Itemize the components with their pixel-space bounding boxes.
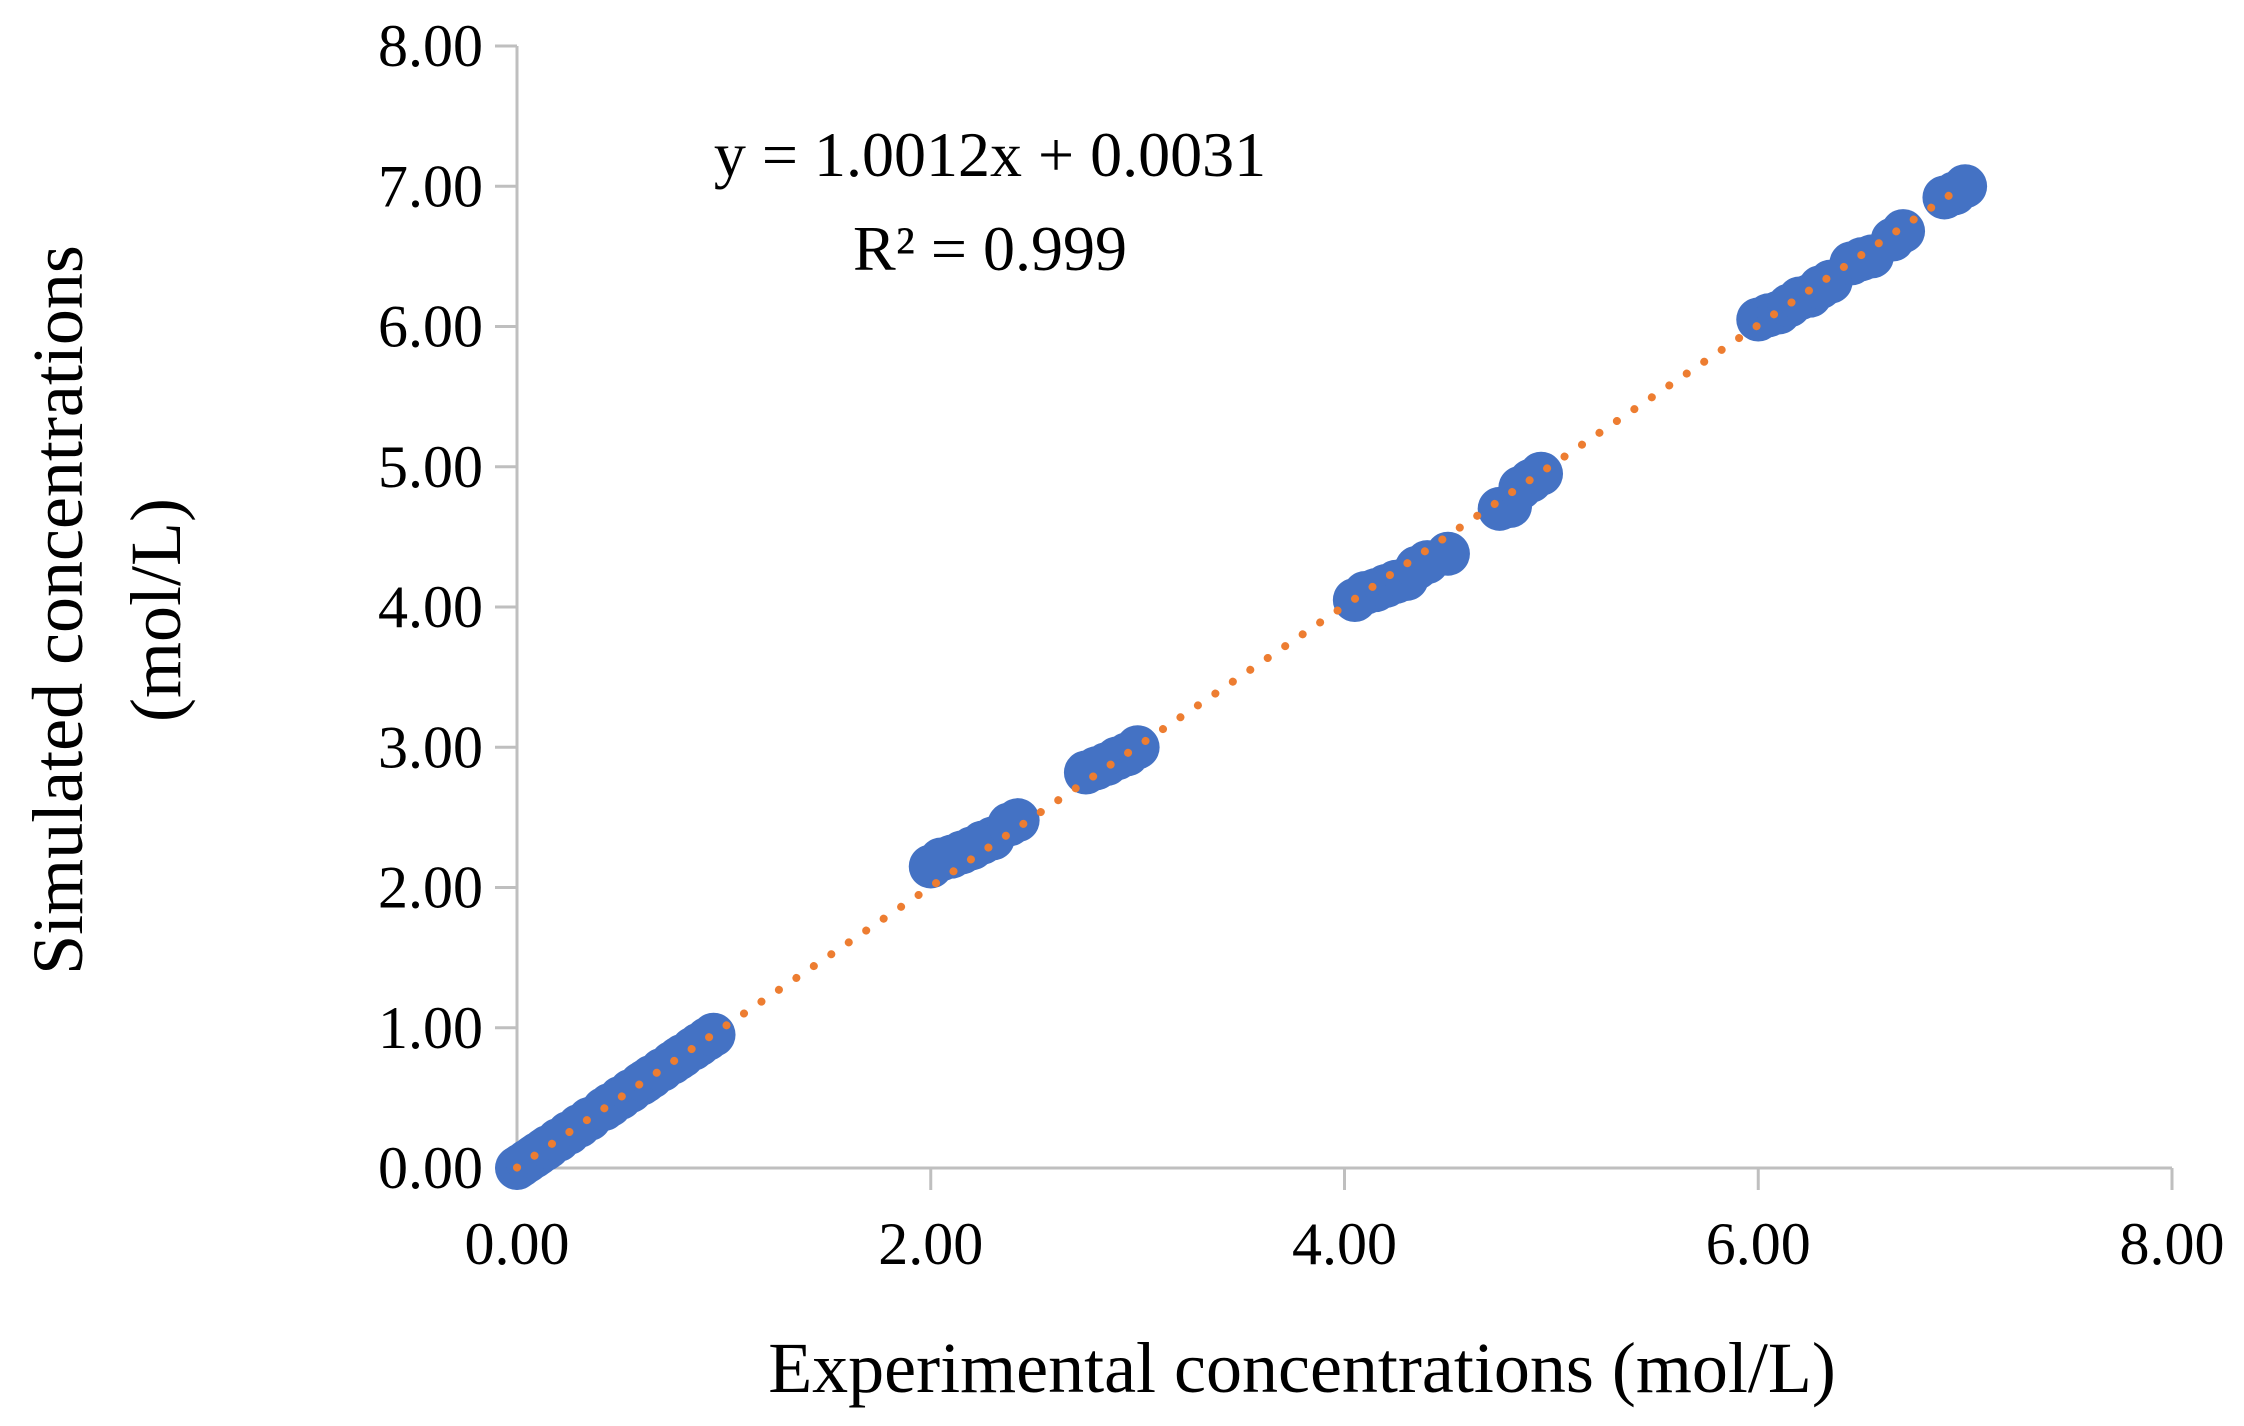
y-axis-title-line2: (mol/L) [116,498,196,722]
y-tick-label: 2.00 [378,855,483,921]
trendline [513,180,1970,1172]
y-tick-label: 5.00 [378,434,483,500]
y-tick-label: 1.00 [378,995,483,1061]
data-point [1519,451,1564,496]
x-tick-label: 8.00 [2120,1211,2225,1277]
data-point [1425,531,1470,576]
data-point [1115,725,1160,770]
data-point [691,1012,736,1057]
equation-annotation: y = 1.0012x + 0.0031 [714,119,1266,190]
x-axis-ticks: 0.00 2.00 4.00 6.00 8.00 [465,1168,2225,1277]
r-squared-annotation: R² = 0.999 [853,213,1127,284]
y-tick-label: 4.00 [378,574,483,640]
data-points [495,164,1988,1190]
x-tick-label: 0.00 [465,1211,570,1277]
data-point [995,798,1040,843]
data-point [1881,209,1926,254]
data-point [1943,164,1988,209]
x-axis-title: Experimental concentrations (mol/L) [768,1328,1836,1408]
x-tick-label: 2.00 [878,1211,983,1277]
x-tick-label: 6.00 [1706,1211,1811,1277]
y-tick-label: 3.00 [378,714,483,780]
y-tick-label: 8.00 [378,13,483,79]
x-tick-label: 4.00 [1292,1211,1397,1277]
y-tick-label: 0.00 [378,1135,483,1201]
y-tick-label: 6.00 [378,294,483,360]
y-axis-ticks: 0.00 1.00 2.00 3.00 4.00 5.00 6.00 7.00 8.00 [378,13,517,1201]
trendline-path [513,180,1970,1172]
y-tick-label: 7.00 [378,153,483,219]
y-axis-title-line1: Simulated concentrations [18,245,98,975]
